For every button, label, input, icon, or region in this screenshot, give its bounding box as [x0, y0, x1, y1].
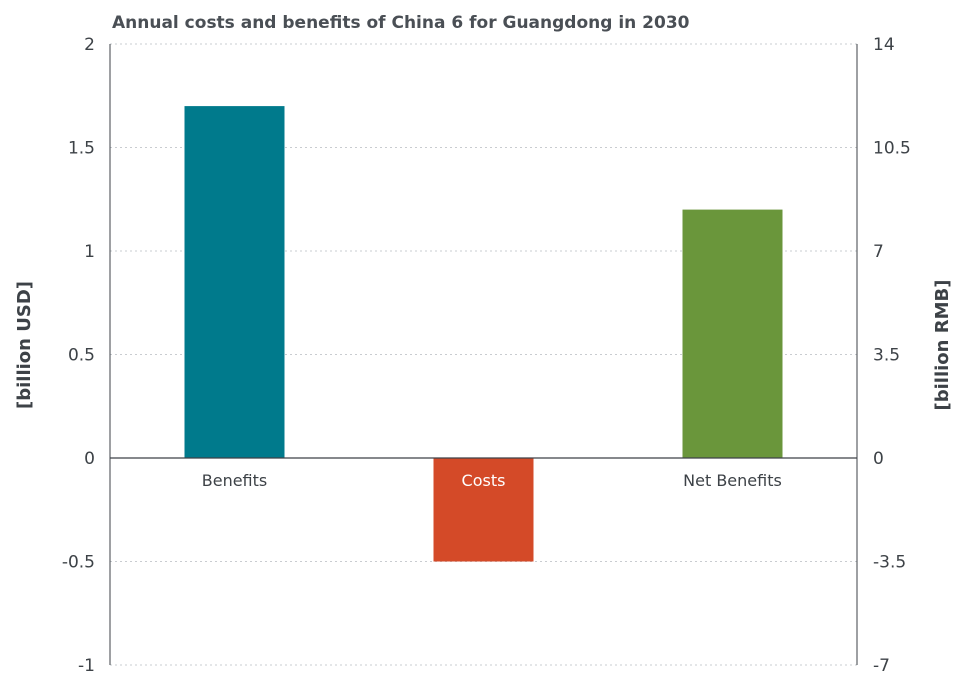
- right-tick-label: -3.5: [873, 553, 906, 573]
- left-tick-label: 2: [84, 35, 95, 55]
- bar-benefits: [184, 106, 285, 458]
- chart-title: Annual costs and benefits of China 6 for…: [112, 13, 690, 33]
- right-tick-label: 14: [873, 35, 895, 55]
- left-tick-label: 1.5: [68, 139, 95, 159]
- right-tick-label: 3.5: [873, 346, 900, 366]
- right-tick-label: 0: [873, 449, 884, 469]
- left-tick-label: -0.5: [62, 553, 95, 573]
- right-tick-label: -7: [873, 656, 890, 676]
- category-label: Net Benefits: [683, 471, 782, 490]
- category-labels: Benefits Costs Net Benefits: [202, 471, 782, 490]
- category-label: Benefits: [202, 471, 268, 490]
- bar-net-benefits: [682, 209, 783, 458]
- left-axis-title: [billion USD]: [14, 281, 35, 409]
- left-tick-label: -1: [78, 656, 95, 676]
- left-tick-label: 1: [84, 242, 95, 262]
- bars: [184, 106, 783, 562]
- bar-costs: [433, 458, 534, 562]
- right-tick-label: 7: [873, 242, 884, 262]
- category-label: Costs: [462, 471, 506, 490]
- left-tick-label: 0: [84, 449, 95, 469]
- right-tick-labels: 14 10.5 7 3.5 0 -3.5 -7: [873, 35, 911, 676]
- right-tick-label: 10.5: [873, 139, 911, 159]
- right-axis-title: [billion RMB]: [932, 280, 953, 411]
- left-tick-label: 0.5: [68, 346, 95, 366]
- left-tick-labels: 2 1.5 1 0.5 0 -0.5 -1: [62, 35, 95, 676]
